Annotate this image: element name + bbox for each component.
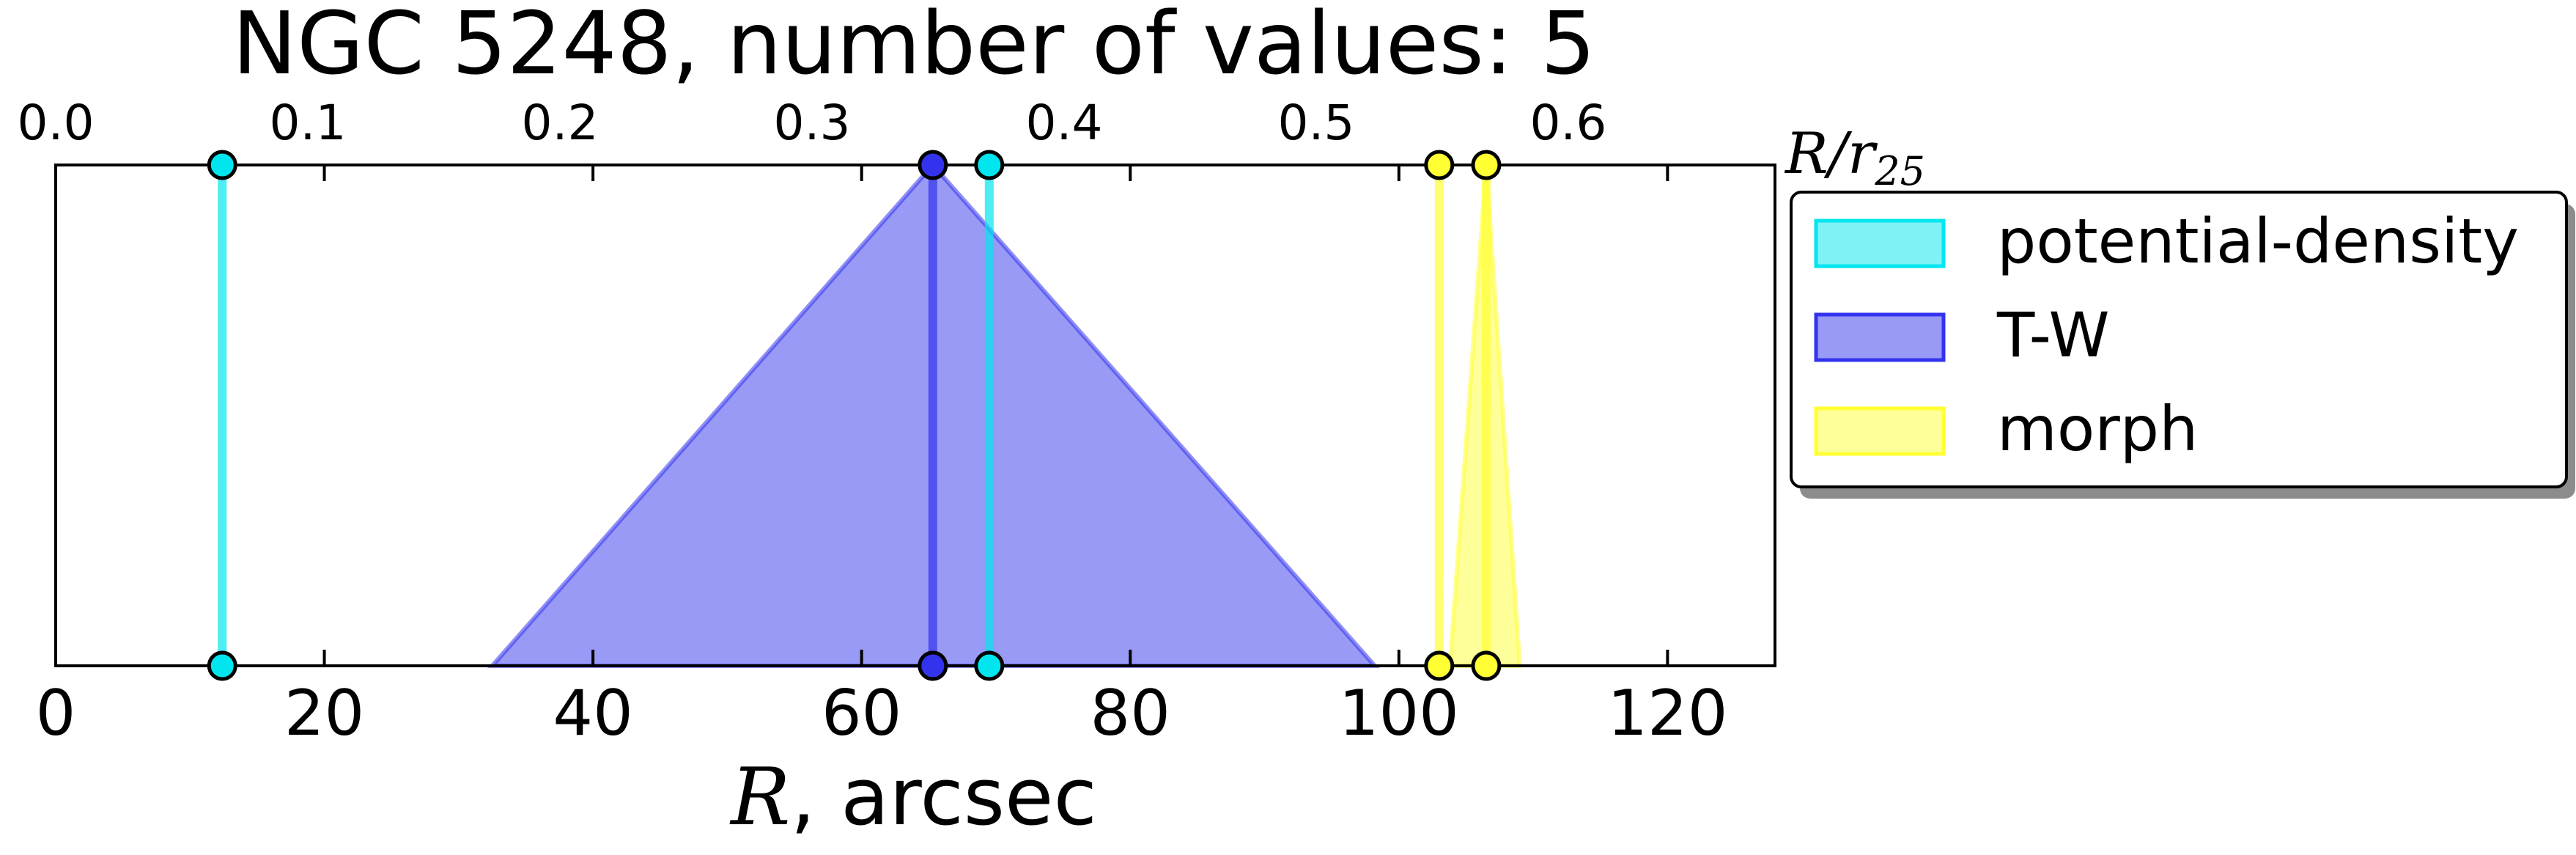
x-axis-label: R, arcsec (729, 752, 1097, 843)
x-tick-label-0: 0 (36, 677, 76, 750)
x-axis-label-symbol: R (729, 752, 790, 843)
range-triangles (487, 161, 1522, 668)
x-tick-label-100: 100 (1339, 677, 1459, 750)
top-axis: 0.0 0.1 0.2 0.3 0.4 0.5 0.6 (18, 95, 1607, 151)
top-axis-label-sub: 25 (1874, 148, 1925, 194)
legend-items: potential-density T-W morph (1814, 205, 2519, 465)
x-tick-label-80: 80 (1090, 677, 1170, 750)
value-marker-2-1-top (1471, 150, 1502, 180)
x-axis-label-unit: , arcsec (790, 752, 1096, 843)
value-marker-2-0-top (1424, 150, 1455, 180)
top-tick-label-4: 0.4 (1025, 95, 1102, 151)
legend-box (1790, 191, 2568, 488)
top-tick-label-1: 0.1 (270, 95, 347, 151)
top-tick-label-0: 0.0 (18, 95, 95, 151)
legend-swatch-T-W (1814, 312, 1946, 362)
x-tick-label-120: 120 (1607, 677, 1727, 750)
top-tick-label-6: 0.6 (1529, 95, 1606, 151)
value-marker-1-0-bottom (918, 650, 948, 681)
value-lines (218, 165, 1491, 666)
top-tick-label-3: 0.3 (773, 95, 850, 151)
legend-label-potential-density: potential-density (1997, 205, 2519, 277)
value-marker-0-0-top (207, 150, 237, 180)
chart-title: NGC 5248, number of values: 5 (232, 0, 1595, 94)
x-tick-label-20: 20 (284, 677, 364, 750)
legend-swatch-potential-density (1814, 219, 1946, 268)
value-marker-2-1-bottom (1471, 650, 1502, 681)
plot-frame (54, 164, 1776, 667)
x-tick-label-60: 60 (822, 677, 901, 750)
legend-label-T-W: T-W (1996, 299, 2110, 371)
value-markers (207, 150, 1502, 681)
top-tick-label-2: 0.2 (521, 95, 598, 151)
top-axis-label-main: R/r (1784, 121, 1878, 187)
legend: potential-density T-W morph (1790, 191, 2575, 499)
value-marker-0-1-top (974, 150, 1005, 180)
top-tick-label-5: 0.5 (1277, 95, 1354, 151)
legend-swatch-morph (1814, 406, 1946, 456)
legend-label-morph: morph (1997, 393, 2198, 465)
x-tick-label-40: 40 (553, 677, 632, 750)
value-marker-0-1-bottom (974, 650, 1005, 681)
value-marker-1-0-top (918, 150, 948, 180)
value-marker-0-0-bottom (207, 650, 237, 681)
top-axis-label: R/r25 (1784, 121, 1925, 194)
value-marker-2-0-bottom (1424, 650, 1455, 681)
bottom-axis: 0 20 40 60 80 100 120 (36, 165, 1727, 750)
